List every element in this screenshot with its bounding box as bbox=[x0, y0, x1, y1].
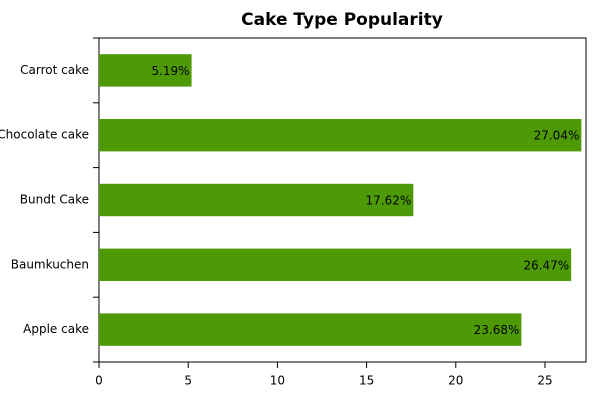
y-tick-label: Apple cake bbox=[23, 322, 89, 336]
bar bbox=[99, 54, 192, 87]
bar bbox=[99, 183, 414, 217]
value-label: 17.62% bbox=[366, 194, 412, 208]
chart-title: Cake Type Popularity bbox=[241, 10, 443, 30]
bar bbox=[99, 248, 572, 281]
x-tick-label: 20 bbox=[448, 374, 463, 388]
bar bbox=[99, 119, 582, 152]
bar bbox=[99, 313, 522, 346]
x-tick-label: 5 bbox=[184, 374, 192, 388]
y-tick-label: Bundt Cake bbox=[20, 193, 89, 207]
x-tick-label: 15 bbox=[359, 374, 374, 388]
y-tick-label: Chocolate cake bbox=[0, 128, 89, 142]
x-tick-label: 10 bbox=[270, 374, 285, 388]
value-label: 26.47% bbox=[523, 258, 569, 272]
y-tick-label: Baumkuchen bbox=[11, 257, 89, 271]
value-label: 27.04% bbox=[534, 129, 580, 143]
value-label: 23.68% bbox=[474, 323, 520, 337]
x-tick-label: 0 bbox=[95, 374, 103, 388]
value-label: 5.19% bbox=[151, 64, 189, 78]
y-tick-label: Carrot cake bbox=[20, 63, 89, 77]
x-tick-label: 25 bbox=[537, 374, 552, 388]
